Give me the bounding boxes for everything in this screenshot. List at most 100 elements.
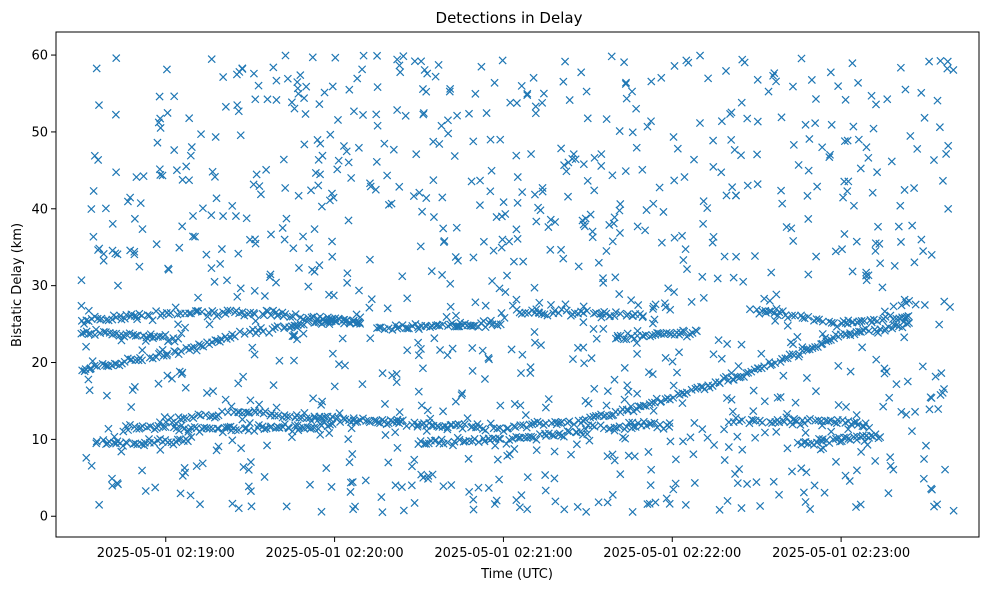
data-point (582, 306, 591, 315)
data-point (896, 63, 905, 72)
data-point (720, 252, 729, 261)
data-point (174, 320, 183, 329)
data-point (811, 119, 820, 128)
data-point (804, 166, 813, 175)
data-point (202, 250, 211, 259)
data-point (396, 417, 405, 426)
data-point (272, 95, 281, 104)
data-point (602, 401, 611, 410)
data-point (217, 334, 226, 343)
data-point (903, 319, 912, 328)
data-point (513, 173, 522, 182)
data-point (852, 418, 861, 427)
data-point (913, 144, 922, 153)
data-point (331, 53, 340, 62)
y-tick-label: 60 (31, 49, 48, 64)
data-point (92, 439, 101, 448)
data-point (880, 369, 889, 378)
data-point (519, 421, 528, 430)
data-point (155, 92, 164, 101)
y-tick-label: 50 (31, 125, 48, 140)
data-point (805, 414, 815, 423)
data-point (586, 210, 595, 219)
data-point (290, 104, 299, 113)
data-point (698, 425, 707, 434)
data-point (673, 144, 682, 153)
data-point (782, 413, 791, 422)
data-point (314, 155, 323, 164)
data-point (647, 398, 656, 407)
data-point (867, 431, 876, 440)
data-point (349, 107, 358, 116)
data-point (919, 247, 928, 256)
data-point (834, 400, 843, 409)
data-point (344, 158, 353, 167)
data-point (834, 82, 843, 91)
data-point (620, 363, 629, 372)
data-point (541, 486, 550, 495)
data-point (161, 330, 170, 339)
data-point (588, 233, 597, 242)
data-point (649, 406, 658, 415)
data-point (535, 298, 544, 307)
data-point (214, 310, 223, 319)
data-point (396, 68, 405, 77)
data-point (499, 427, 508, 436)
data-point (824, 336, 833, 345)
data-point (579, 309, 588, 318)
data-point (130, 247, 139, 256)
data-point (827, 120, 836, 129)
data-point (170, 146, 179, 155)
data-point (489, 246, 498, 255)
data-point (190, 232, 200, 241)
data-point (633, 389, 642, 398)
data-point (550, 306, 559, 315)
data-point (108, 315, 117, 324)
data-point (557, 245, 566, 254)
data-point (579, 318, 588, 327)
data-point (571, 155, 580, 164)
data-point (789, 236, 798, 245)
data-point (163, 438, 172, 447)
data-point (538, 187, 547, 196)
data-point (523, 505, 532, 514)
data-point (629, 422, 638, 431)
data-point (657, 73, 666, 82)
data-point (583, 176, 592, 185)
data-point (419, 110, 428, 119)
data-point (202, 388, 211, 397)
data-point (858, 431, 867, 440)
data-point (127, 402, 136, 412)
data-point (479, 237, 488, 246)
data-point (886, 461, 895, 470)
data-point (944, 141, 953, 150)
data-point (565, 417, 574, 426)
data-point (776, 393, 785, 402)
data-point (439, 407, 448, 416)
data-point (219, 308, 228, 317)
data-point (280, 411, 289, 420)
data-point (135, 262, 144, 271)
data-point (717, 354, 726, 363)
data-point (261, 407, 270, 416)
data-point (294, 191, 303, 200)
data-point (82, 316, 91, 325)
data-point (198, 459, 207, 468)
data-point (572, 440, 581, 449)
data-point (325, 196, 334, 205)
data-point (289, 356, 299, 365)
data-point (423, 406, 432, 415)
data-point (681, 245, 690, 254)
data-point (256, 190, 265, 199)
data-point (169, 423, 178, 432)
data-point (825, 153, 834, 162)
data-point (804, 270, 813, 279)
data-point (228, 499, 237, 508)
data-point (920, 454, 929, 464)
data-point (568, 355, 577, 364)
data-point (293, 84, 302, 93)
data-point (802, 468, 811, 477)
data-point (340, 315, 349, 324)
data-point (692, 327, 701, 336)
data-point (709, 136, 718, 145)
